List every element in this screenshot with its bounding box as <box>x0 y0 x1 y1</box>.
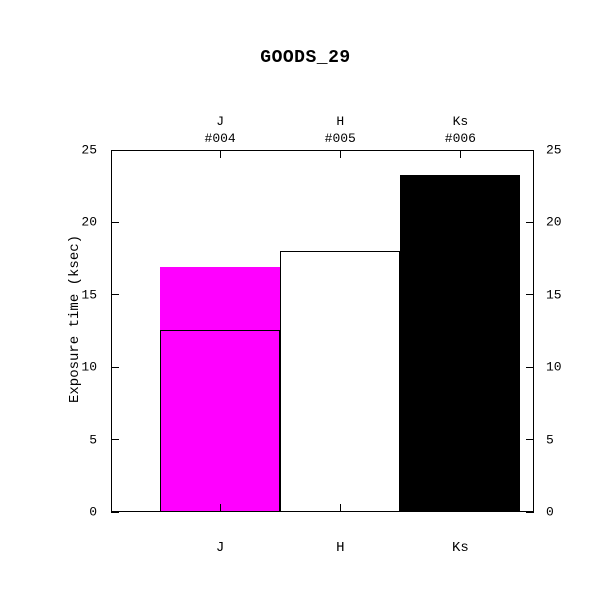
xtick-top <box>460 150 461 158</box>
ytick-label-right: 0 <box>546 505 554 520</box>
ytick-right <box>526 222 534 223</box>
xtick-bottom <box>220 504 221 512</box>
x-bottom-label: H <box>336 540 344 556</box>
x-bottom-label: J <box>216 540 224 556</box>
ytick-label-left: 25 <box>77 143 97 158</box>
ytick-label-left: 0 <box>77 505 97 520</box>
ytick-label-right: 5 <box>546 432 554 447</box>
ytick-right <box>526 367 534 368</box>
xtick-bottom <box>460 504 461 512</box>
ytick-label-left: 15 <box>77 287 97 302</box>
x-bottom-label: Ks <box>452 540 469 556</box>
y-axis-label: Exposure time (ksec) <box>67 235 83 403</box>
ytick-label-right: 25 <box>546 143 562 158</box>
ytick-left <box>111 294 119 295</box>
ytick-label-left: 20 <box>77 215 97 230</box>
ytick-label-right: 20 <box>546 215 562 230</box>
x-top-label: Ks <box>453 114 469 129</box>
x-top-sublabel: #004 <box>205 131 236 146</box>
ytick-label-right: 10 <box>546 360 562 375</box>
xtick-bottom <box>340 504 341 512</box>
xtick-top <box>220 150 221 158</box>
ytick-left <box>111 439 119 440</box>
xtick-top <box>340 150 341 158</box>
chart-title: GOODS_29 <box>0 48 611 68</box>
ytick-right <box>526 512 534 513</box>
chart-canvas: GOODS_29 Exposure time (ksec) 0 0 5 5 10 10 15… <box>0 0 611 611</box>
ytick-left <box>111 222 119 223</box>
ytick-label-right: 15 <box>546 287 562 302</box>
plot-area <box>111 150 534 512</box>
x-top-label: J <box>216 114 224 129</box>
ytick-label-left: 5 <box>77 432 97 447</box>
ytick-left <box>111 367 119 368</box>
ytick-right <box>526 439 534 440</box>
ytick-left <box>111 150 119 151</box>
ytick-left <box>111 512 119 513</box>
ytick-right <box>526 150 534 151</box>
x-top-sublabel: #006 <box>445 131 476 146</box>
ytick-label-left: 10 <box>77 360 97 375</box>
ytick-right <box>526 294 534 295</box>
plot-border <box>111 150 534 512</box>
x-top-sublabel: #005 <box>325 131 356 146</box>
x-top-label: H <box>336 114 344 129</box>
